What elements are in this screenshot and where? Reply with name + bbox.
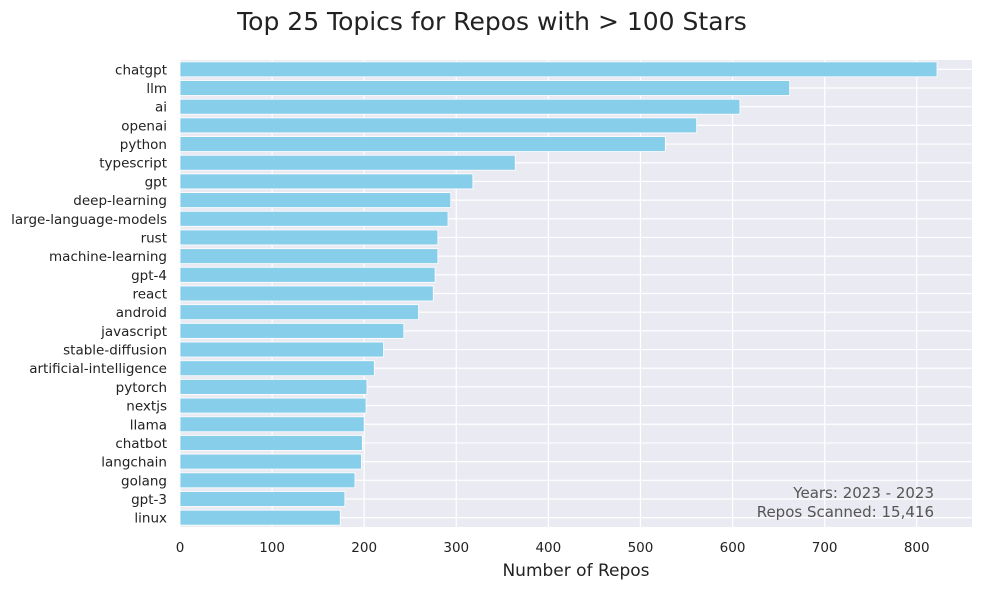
y-tick-label: gpt-3 [131,492,167,508]
y-tick-label: langchain [101,455,167,471]
y-tick-label: typescript [99,156,167,172]
bar-gpt-4 [179,266,436,283]
bar-pytorch [179,379,368,395]
x-tick-labels: 0 100 200 300 400 500 600 700 800 [176,540,930,556]
bar-android [179,304,419,321]
bar-javascript [179,322,405,339]
bar-large-language-models [179,210,449,227]
y-tick-label: gpt [145,174,167,190]
y-tick-label: large-language-models [11,212,167,228]
bar-linux [179,509,341,526]
bars [179,61,938,526]
bar-ai [179,98,741,115]
y-tick-label: react [132,287,167,303]
y-tick-label: ai [155,100,167,116]
annotation-line: Years: 2023 - 2023 [792,484,934,502]
x-tick-label: 800 [904,540,930,556]
bar-llama [179,416,365,433]
x-tick-label: 700 [812,540,838,556]
x-tick-label: 500 [628,540,654,556]
annotation-line: Repos Scanned: 15,416 [757,503,934,521]
x-tick-label: 200 [351,540,377,556]
bar-chatbot [179,435,363,451]
y-tick-label: llm [146,81,167,97]
y-tick-labels: chatgpt llm ai openai python typescript gpt dee… [11,62,167,526]
bar-machine-learning [179,248,439,265]
x-axis-label: Number of Repos [502,561,649,581]
y-tick-label: linux [134,511,167,527]
bar-artificial-intelligence [179,360,375,377]
x-tick-label: 300 [443,540,469,556]
bar-rust [179,229,439,246]
y-tick-label: nextjs [126,399,167,415]
bar-react [179,285,434,302]
bar-typescript [179,154,516,171]
chart-title: Top 25 Topics for Repos with > 100 Stars [236,7,747,36]
y-tick-label: chatgpt [115,62,167,78]
y-tick-label: chatbot [115,436,167,452]
bar-gpt-3 [179,491,346,507]
y-tick-label: golang [121,473,167,489]
bar-python [179,136,666,152]
bar-nextjs [179,397,367,414]
bar-chatgpt [179,61,938,78]
bar-langchain [179,453,362,470]
y-tick-label: deep-learning [73,193,167,209]
bar-llm [179,80,791,96]
x-tick-label: 0 [176,540,185,556]
bar-stable-diffusion [179,341,384,358]
y-tick-label: gpt-4 [131,268,167,284]
y-tick-label: artificial-intelligence [29,361,167,377]
x-tick-label: 400 [535,540,561,556]
y-tick-label: llama [130,417,167,433]
y-tick-label: python [120,137,167,153]
y-tick-label: stable-diffusion [63,343,167,359]
bar-golang [179,472,356,489]
x-tick-label: 100 [259,540,285,556]
y-tick-label: pytorch [116,380,167,396]
bar-deep-learning [179,192,452,208]
bar-openai [179,117,698,134]
y-tick-label: rust [141,230,167,246]
y-tick-label: javascript [100,324,167,340]
y-tick-label: android [116,305,167,321]
y-tick-label: openai [121,118,167,134]
y-tick-label: machine-learning [49,249,167,265]
bar-gpt [179,173,474,190]
x-tick-label: 600 [720,540,746,556]
